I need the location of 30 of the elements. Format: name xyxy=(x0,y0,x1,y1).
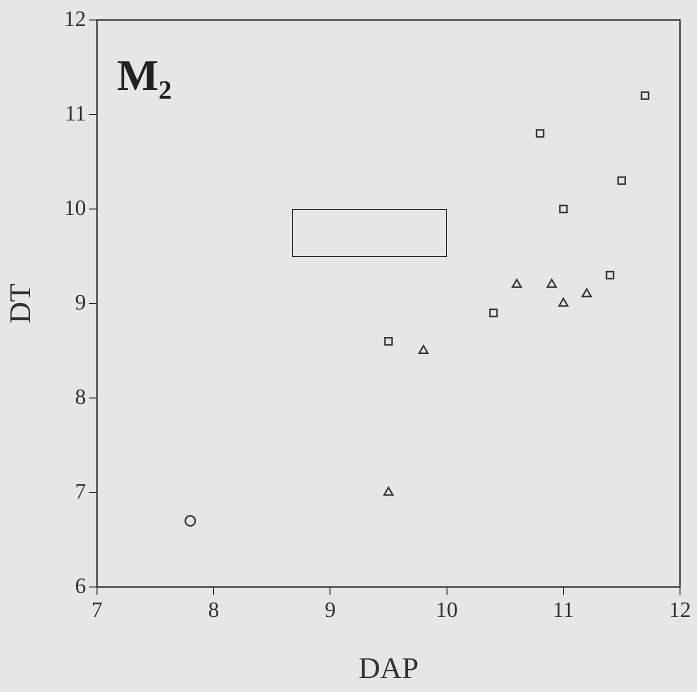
point xyxy=(559,204,568,214)
x-tick-label: 10 xyxy=(436,596,458,622)
point xyxy=(184,515,196,527)
point xyxy=(617,176,626,185)
point xyxy=(558,298,568,307)
y-tick-label: 9 xyxy=(75,289,86,314)
point xyxy=(606,270,614,280)
y-tick-label: 6 xyxy=(75,572,86,598)
x-tick-label: 9 xyxy=(324,596,336,622)
point xyxy=(418,345,429,354)
point xyxy=(536,129,544,138)
y-tick-label: 10 xyxy=(64,194,86,220)
annotation: M₂ xyxy=(117,51,172,100)
y-tick-label: 7 xyxy=(75,478,86,504)
point xyxy=(512,278,522,288)
x-tick-label: 7 xyxy=(92,596,102,622)
point xyxy=(383,486,394,496)
y-tick-label: 11 xyxy=(64,100,86,126)
y-axis-title: DT xyxy=(4,284,37,324)
point xyxy=(384,337,393,346)
point xyxy=(489,308,498,318)
point xyxy=(640,91,650,100)
point xyxy=(546,278,557,288)
x-axis-title: DAP xyxy=(358,652,419,685)
x-tick-label: 12 xyxy=(669,596,691,622)
y-tick-label: 12 xyxy=(64,6,86,31)
y-tick-label: 8 xyxy=(75,384,86,409)
point xyxy=(582,288,592,298)
x-tick-label: 8 xyxy=(208,596,220,622)
x-tick-label: 11 xyxy=(552,596,574,622)
